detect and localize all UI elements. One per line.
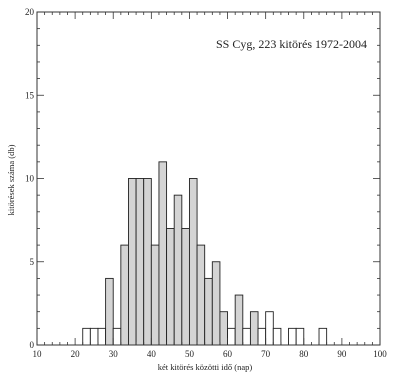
histogram-bar: [257, 327, 267, 346]
histogram-bar: [120, 244, 129, 346]
histogram-bar: [173, 194, 183, 346]
histogram-bar: [82, 327, 91, 346]
histogram-bar: [158, 161, 168, 346]
histogram-bar: [242, 327, 251, 346]
histogram-bar: [97, 327, 107, 346]
histogram-bar: [227, 327, 236, 346]
histogram-bar: [166, 227, 175, 346]
x-tick-label: 30: [109, 349, 119, 359]
histogram-bar: [89, 327, 99, 346]
histogram-bar: [112, 327, 122, 346]
x-axis-label: két kitörés közötti idő (nap): [158, 362, 253, 372]
x-tick-label: 20: [71, 349, 81, 359]
histogram-bar: [204, 277, 213, 346]
histogram-bar: [288, 327, 297, 346]
y-tick-label: 15: [25, 90, 35, 100]
chart-title: SS Cyg, 223 kitörés 1972-2004: [216, 37, 367, 51]
histogram-bar: [105, 277, 114, 346]
histogram-bar: [188, 178, 198, 346]
x-tick-label: 80: [299, 349, 309, 359]
y-tick-label: 0: [30, 340, 35, 350]
x-tick-label: 10: [33, 349, 43, 359]
histogram-bar: [211, 261, 221, 346]
histogram-bar: [135, 178, 145, 346]
histogram-bar: [143, 178, 152, 346]
x-tick-label: 50: [185, 349, 195, 359]
y-tick-label: 5: [30, 257, 35, 267]
histogram-bar: [219, 311, 229, 346]
histogram-bar: [181, 227, 190, 346]
x-tick-label: 90: [337, 349, 347, 359]
histogram-bar: [196, 244, 206, 346]
histogram-bar: [295, 327, 305, 346]
histogram-bar: [272, 327, 282, 346]
histogram-bar: [318, 327, 328, 346]
histogram-bar: [150, 244, 160, 346]
x-tick-label: 70: [261, 349, 271, 359]
histogram-bar: [234, 294, 244, 346]
y-axis-label: kitörések száma (db): [6, 144, 16, 215]
x-tick-label: 100: [373, 349, 387, 359]
x-tick-label: 60: [223, 349, 233, 359]
histogram-bar: [249, 311, 259, 346]
histogram-bar: [265, 311, 274, 346]
bars-group: [82, 161, 328, 346]
x-tick-label: 40: [147, 349, 157, 359]
y-tick-label: 10: [25, 174, 35, 184]
y-tick-label: 20: [25, 7, 35, 17]
histogram-bar: [128, 178, 137, 346]
tick-labels-group: 10 20 30 40 50 60 70 80 90 100 0 5 10 15 20: [25, 7, 387, 359]
ticks-group: [36, 11, 381, 346]
